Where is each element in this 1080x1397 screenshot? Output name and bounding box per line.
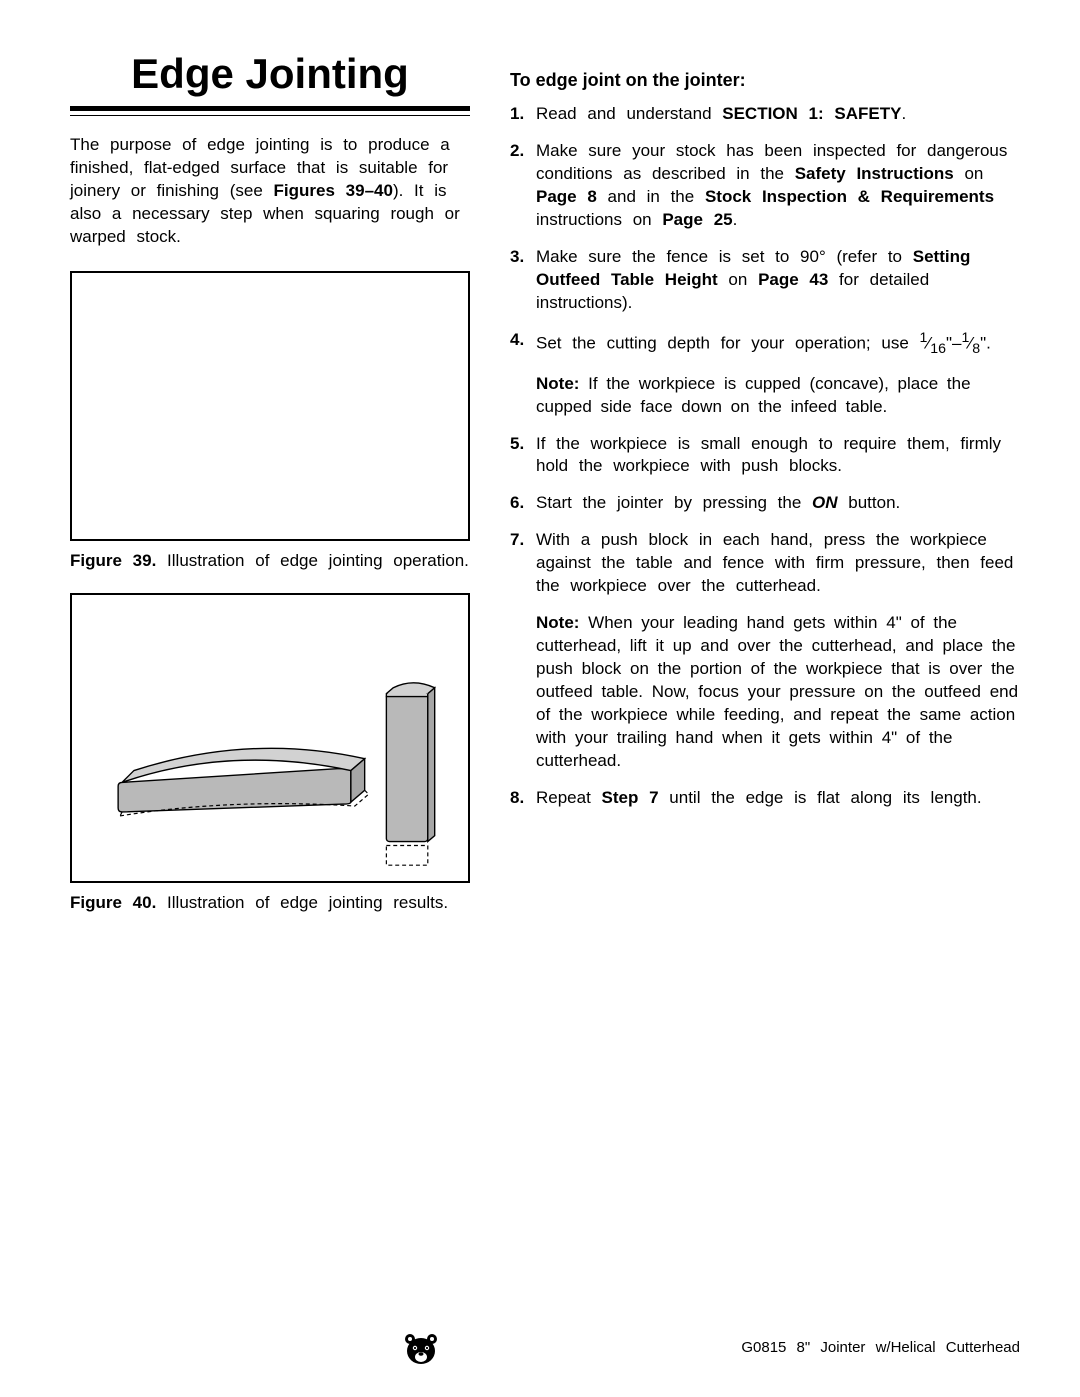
- figure-39-text: Illustration of edge jointing operation.: [156, 551, 469, 570]
- steps-list-c: 8. Repeat Step 7 until the edge is flat …: [510, 787, 1020, 810]
- step-5: 5. If the workpiece is small enough to r…: [510, 433, 1020, 479]
- page-root: Edge Jointing The purpose of edge jointi…: [0, 0, 1080, 1397]
- steps-list-b: 5. If the workpiece is small enough to r…: [510, 433, 1020, 599]
- bear-logo-icon: [401, 1327, 441, 1367]
- step-num: 2.: [510, 140, 536, 232]
- step-body: Make sure your stock has been inspected …: [536, 140, 1020, 232]
- right-column: To edge joint on the jointer: 1. Read an…: [510, 50, 1020, 913]
- figure-40-text: Illustration of edge jointing results.: [156, 893, 448, 912]
- step-1: 1. Read and understand SECTION 1: SAFETY…: [510, 103, 1020, 126]
- step-body: Start the jointer by pressing the ON but…: [536, 492, 1020, 515]
- step-6: 6. Start the jointer by pressing the ON …: [510, 492, 1020, 515]
- left-column: Edge Jointing The purpose of edge jointi…: [70, 50, 470, 913]
- figure-39-caption: Figure 39. Illustration of edge jointing…: [70, 551, 470, 571]
- note-lead: Note:: [536, 613, 579, 632]
- step-num: 7.: [510, 529, 536, 598]
- step-num: 4.: [510, 329, 536, 359]
- page-title: Edge Jointing: [70, 50, 470, 98]
- step-3: 3. Make sure the fence is set to 90° (re…: [510, 246, 1020, 315]
- figure-40-illustration: [72, 595, 468, 881]
- step-2: 2. Make sure your stock has been inspect…: [510, 140, 1020, 232]
- step-7: 7. With a push block in each hand, press…: [510, 529, 1020, 598]
- footer-text: G0815 8" Jointer w/Helical Cutterhead: [741, 1339, 1020, 1356]
- steps-list-a: 1. Read and understand SECTION 1: SAFETY…: [510, 103, 1020, 359]
- step-body: Repeat Step 7 until the edge is flat alo…: [536, 787, 1020, 810]
- step-num: 1.: [510, 103, 536, 126]
- note-lead: Note:: [536, 374, 579, 393]
- step-body: If the workpiece is small enough to requ…: [536, 433, 1020, 479]
- title-rule-thick: [70, 106, 470, 111]
- step-8: 8. Repeat Step 7 until the edge is flat …: [510, 787, 1020, 810]
- figure-39-box: [70, 271, 470, 541]
- figure-40-caption: Figure 40. Illustration of edge jointing…: [70, 893, 470, 913]
- step-num: 3.: [510, 246, 536, 315]
- note-2: Note: When your leading hand gets within…: [510, 612, 1020, 773]
- intro-paragraph: The purpose of edge jointing is to produ…: [70, 134, 470, 249]
- figure-39-label: Figure 39.: [70, 551, 156, 570]
- figure-40-label: Figure 40.: [70, 893, 156, 912]
- note-1: Note: If the workpiece is cupped (concav…: [510, 373, 1020, 419]
- step-body: Set the cutting depth for your operation…: [536, 329, 1020, 359]
- note-body: When your leading hand gets within 4" of…: [536, 613, 1018, 770]
- step-num: 8.: [510, 787, 536, 810]
- intro-figure-ref: Figures 39–40: [274, 181, 393, 200]
- step-num: 6.: [510, 492, 536, 515]
- procedure-heading: To edge joint on the jointer:: [510, 70, 1020, 91]
- step-4: 4. Set the cutting depth for your operat…: [510, 329, 1020, 359]
- step-body: With a push block in each hand, press th…: [536, 529, 1020, 598]
- step-body: Make sure the fence is set to 90° (refer…: [536, 246, 1020, 315]
- page-footer: G0815 8" Jointer w/Helical Cutterhead: [60, 1327, 1020, 1367]
- title-rule-thin: [70, 115, 470, 116]
- figure-40-box: [70, 593, 470, 883]
- two-column-layout: Edge Jointing The purpose of edge jointi…: [70, 50, 1020, 913]
- step-body: Read and understand SECTION 1: SAFETY.: [536, 103, 1020, 126]
- step-num: 5.: [510, 433, 536, 479]
- note-body: If the workpiece is cupped (concave), pl…: [536, 374, 971, 416]
